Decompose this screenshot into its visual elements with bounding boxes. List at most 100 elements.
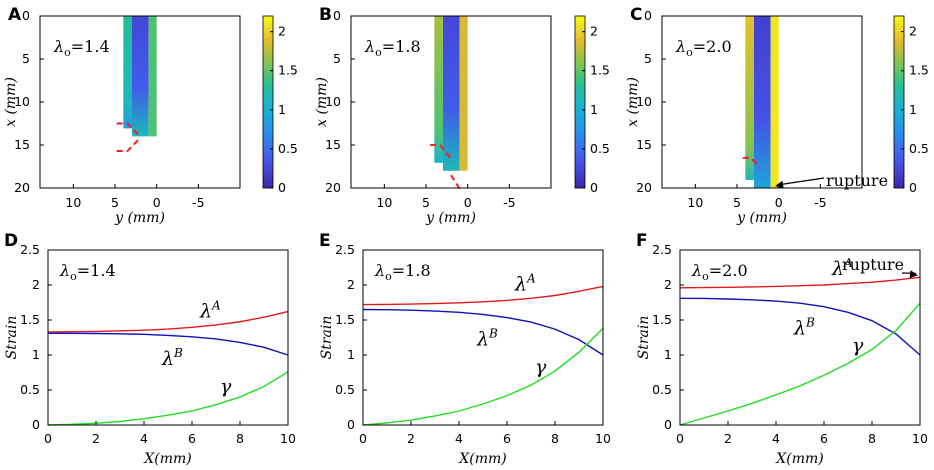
right-strip bbox=[770, 16, 779, 188]
rupture-arrow-head bbox=[909, 270, 918, 279]
dashed-boundary-1 bbox=[450, 174, 462, 191]
left-strip bbox=[745, 16, 754, 180]
core-region bbox=[132, 16, 149, 137]
core-region bbox=[754, 16, 771, 188]
x-tick-label: 0 bbox=[44, 431, 52, 446]
gamma-label: γ bbox=[535, 356, 547, 378]
lambda-annotation: λo=1.4 bbox=[53, 37, 110, 59]
y-tick-label: 0 bbox=[347, 417, 355, 432]
x-tick-label: 0 bbox=[153, 195, 161, 210]
x-tick-label: 8 bbox=[551, 431, 559, 446]
axes-frame bbox=[350, 15, 552, 189]
colorbar-tick-label: 0.5 bbox=[278, 141, 298, 156]
lambda-annotation: λo=1.8 bbox=[364, 37, 421, 59]
gamma-label: γ bbox=[852, 334, 864, 356]
x-tick-label: 10 bbox=[912, 431, 928, 446]
series-line-gamma bbox=[362, 327, 604, 426]
heatmap-panel-c: 0 5 10 15 20 10 5 0 -5 y (mm) x (mm) Cλo=2.0 0 0.5 1 1.… bbox=[625, 5, 929, 226]
y-tick-label: 1 bbox=[664, 347, 672, 362]
lambda-a-label: λA bbox=[199, 298, 221, 322]
right-strip bbox=[459, 16, 468, 171]
series-line-lambda-b bbox=[362, 308, 604, 356]
heatmap-panel-b: 0 5 10 15 20 10 5 0 -5 y (mm) x (mm) Bλo=1.8 0 0.5 1 1.… bbox=[314, 5, 610, 226]
y-tick-label: 1.5 bbox=[652, 312, 672, 327]
colorbar-tick-label: 2 bbox=[278, 24, 286, 39]
y-tick-label: 0 bbox=[32, 417, 40, 432]
series-line-lambda-a bbox=[362, 285, 604, 306]
dashed-boundary-0 bbox=[116, 122, 140, 136]
x-tick-label: 8 bbox=[236, 431, 244, 446]
colorbar-tick-label: 1.5 bbox=[278, 63, 298, 78]
y-tick-label: 0 bbox=[22, 8, 30, 23]
y-axis-label: x (mm) bbox=[3, 77, 19, 127]
x-tick-label: 10 bbox=[65, 195, 81, 210]
y-tick-label: 2 bbox=[664, 277, 672, 292]
y-tick-label: 2.5 bbox=[335, 242, 355, 257]
y-axis-label: Strain bbox=[319, 316, 335, 360]
left-strip bbox=[123, 16, 132, 129]
y-tick-label: 10 bbox=[14, 94, 30, 109]
axes-frame bbox=[679, 249, 921, 426]
x-axis-label: X(mm) bbox=[143, 451, 191, 467]
axes-frame bbox=[362, 249, 604, 426]
y-axis-label: x (mm) bbox=[625, 77, 641, 127]
colorbar-tick-label: 0.5 bbox=[909, 141, 929, 156]
axes-frame bbox=[47, 249, 289, 426]
dashed-boundary-0 bbox=[430, 144, 452, 160]
colorbar-tick-label: 0.5 bbox=[590, 141, 610, 156]
y-tick-label: 2 bbox=[32, 277, 40, 292]
colorbar bbox=[262, 15, 274, 189]
series-line-gamma bbox=[47, 371, 289, 426]
line-panel-d: 0 0.5 1 1.5 2 2.5 0 2 4 6 8 10 X(mm) Strain Dλo=1.4 λA λ… bbox=[4, 231, 296, 467]
y-axis-label: x (mm) bbox=[314, 77, 330, 127]
x-tick-label: 10 bbox=[595, 431, 611, 446]
rupture-arrow bbox=[777, 177, 825, 186]
rupture-label: rupture bbox=[842, 255, 904, 274]
x-tick-label: 4 bbox=[140, 431, 148, 446]
line-panel-e: 0 0.5 1 1.5 2 2.5 0 2 4 6 8 10 X(mm) Strain Eλo=1.8 λA λ… bbox=[319, 231, 611, 467]
y-tick-label: 5 bbox=[22, 51, 30, 66]
lambda-annotation: λo=1.8 bbox=[374, 261, 431, 283]
x-axis-label: y (mm) bbox=[736, 210, 787, 226]
x-tick-label: 4 bbox=[455, 431, 463, 446]
series-line-lambda-a bbox=[679, 276, 921, 289]
y-tick-label: 15 bbox=[14, 137, 30, 152]
y-tick-label: 20 bbox=[325, 180, 341, 195]
colorbar-tick-label: 1.5 bbox=[590, 63, 610, 78]
x-tick-label: 6 bbox=[188, 431, 196, 446]
colorbar-tick-label: 1 bbox=[278, 102, 286, 117]
y-tick-label: 20 bbox=[636, 180, 652, 195]
colorbar-tick-label: 0 bbox=[909, 180, 917, 195]
x-tick-label: 8 bbox=[868, 431, 876, 446]
series-line-lambda-b bbox=[679, 297, 921, 356]
y-tick-label: 1.5 bbox=[20, 312, 40, 327]
colorbar-tick-label: 0 bbox=[278, 180, 286, 195]
dashed-boundary-0 bbox=[742, 156, 761, 169]
lambda-b-label: λB bbox=[161, 346, 183, 370]
x-tick-label: 6 bbox=[503, 431, 511, 446]
y-tick-label: 0 bbox=[664, 417, 672, 432]
lambda-annotation: λo=2.0 bbox=[675, 37, 732, 59]
x-tick-label: 2 bbox=[724, 431, 732, 446]
lambda-b-label: λB bbox=[793, 316, 815, 340]
colorbar bbox=[574, 15, 586, 189]
panel-letter: C bbox=[630, 5, 642, 25]
series-line-gamma bbox=[679, 302, 921, 426]
y-tick-label: 15 bbox=[325, 137, 341, 152]
lambda-annotation: λo=2.0 bbox=[691, 261, 748, 283]
y-axis-label: Strain bbox=[636, 316, 652, 360]
x-axis-label: y (mm) bbox=[425, 210, 476, 226]
colorbar-tick-label: 1.5 bbox=[909, 63, 929, 78]
y-tick-label: 1 bbox=[32, 347, 40, 362]
x-tick-label: 0 bbox=[676, 431, 684, 446]
x-tick-label: 2 bbox=[407, 431, 415, 446]
y-tick-label: 2 bbox=[347, 277, 355, 292]
x-tick-label: 5 bbox=[733, 195, 741, 210]
y-tick-label: 0.5 bbox=[335, 382, 355, 397]
x-axis-label: X(mm) bbox=[775, 451, 823, 467]
x-axis-label: X(mm) bbox=[458, 451, 506, 467]
x-tick-label: -5 bbox=[814, 195, 826, 210]
y-tick-label: 2.5 bbox=[652, 242, 672, 257]
panel-letter: F bbox=[636, 231, 648, 251]
rupture-label: rupture bbox=[826, 171, 888, 190]
